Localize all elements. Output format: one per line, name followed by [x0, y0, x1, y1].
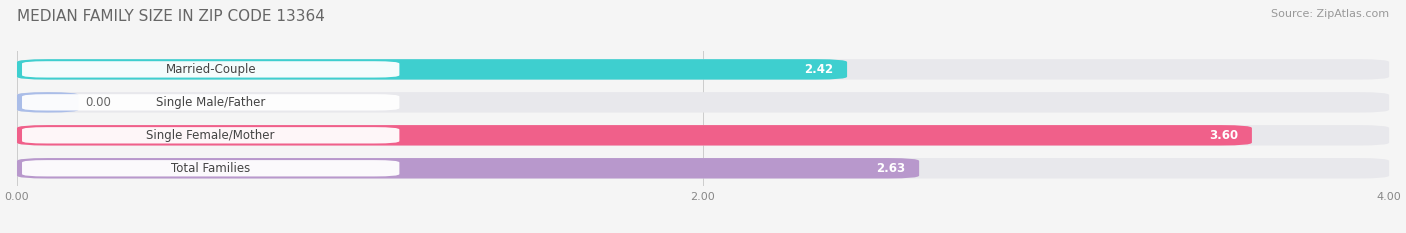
FancyBboxPatch shape [17, 125, 1251, 146]
FancyBboxPatch shape [22, 127, 399, 144]
Text: Source: ZipAtlas.com: Source: ZipAtlas.com [1271, 9, 1389, 19]
FancyBboxPatch shape [17, 92, 79, 113]
FancyBboxPatch shape [22, 160, 399, 176]
Text: 2.42: 2.42 [804, 63, 834, 76]
FancyBboxPatch shape [17, 158, 1389, 178]
Text: Total Families: Total Families [172, 162, 250, 175]
Text: Single Female/Mother: Single Female/Mother [146, 129, 276, 142]
FancyBboxPatch shape [17, 59, 846, 80]
Text: 3.60: 3.60 [1209, 129, 1239, 142]
Text: Married-Couple: Married-Couple [166, 63, 256, 76]
FancyBboxPatch shape [17, 158, 920, 178]
Text: 0.00: 0.00 [86, 96, 111, 109]
FancyBboxPatch shape [17, 125, 1389, 146]
FancyBboxPatch shape [17, 59, 1389, 80]
FancyBboxPatch shape [22, 94, 399, 110]
Text: 2.63: 2.63 [876, 162, 905, 175]
FancyBboxPatch shape [17, 92, 1389, 113]
Text: MEDIAN FAMILY SIZE IN ZIP CODE 13364: MEDIAN FAMILY SIZE IN ZIP CODE 13364 [17, 9, 325, 24]
FancyBboxPatch shape [22, 61, 399, 78]
Text: Single Male/Father: Single Male/Father [156, 96, 266, 109]
